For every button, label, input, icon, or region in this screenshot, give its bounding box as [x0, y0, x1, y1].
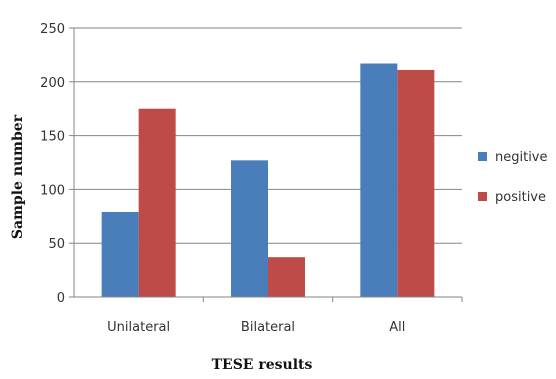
- y-tick-label: 200: [40, 76, 65, 91]
- y-tick-label: 100: [40, 183, 65, 198]
- y-tick-label: 150: [40, 130, 65, 145]
- x-category-label: Bilateral: [241, 320, 295, 335]
- legend: negitive positive: [478, 150, 548, 205]
- y-axis-ticks: 0 50 100 150 200 250: [40, 22, 74, 306]
- bar-positive-bilateral: [268, 257, 305, 297]
- bar-negitive-all: [360, 63, 398, 298]
- x-category-label: Unilateral: [107, 320, 170, 335]
- bar-negitive-bilateral: [231, 160, 268, 297]
- y-axis-title: Sample number: [10, 114, 26, 239]
- y-tick-label: 50: [48, 237, 65, 252]
- legend-swatch-positive: [478, 192, 487, 201]
- y-tick-label: 250: [40, 22, 65, 37]
- bars: [101, 63, 435, 298]
- legend-label: positive: [495, 190, 546, 205]
- bar-positive-unilateral: [138, 108, 176, 297]
- x-axis-title: TESE results: [212, 357, 313, 373]
- legend-swatch-negitive: [478, 152, 487, 161]
- y-tick-label: 0: [57, 291, 65, 306]
- bar-positive-all: [397, 69, 435, 298]
- x-category-label: All: [389, 320, 405, 335]
- x-axis-categories: Unilateral Bilateral All: [107, 297, 463, 335]
- bar-negitive-unilateral: [101, 211, 139, 297]
- legend-label: negitive: [495, 150, 548, 165]
